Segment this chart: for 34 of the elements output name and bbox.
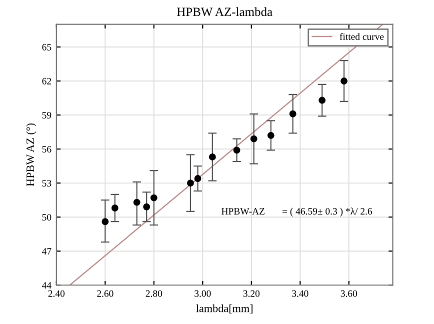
point	[133, 198, 140, 206]
y-tick-label: 47	[42, 248, 52, 254]
point	[143, 203, 150, 210]
y-tick-label: 62	[42, 78, 52, 84]
point	[194, 175, 202, 182]
chart-title: HPBW AZ-lambda	[176, 7, 272, 16]
point	[150, 194, 158, 202]
annotation: HPBW-AZ = ( 46.59± 0.3 ) *λ/ 2.6	[222, 208, 372, 217]
y-axis-title: HPBW AZ (°)	[26, 123, 36, 186]
x-tick-label: 2.60	[97, 290, 114, 297]
point	[250, 135, 258, 142]
point	[102, 218, 109, 226]
point	[318, 96, 326, 104]
y-tick-label: 44	[42, 282, 52, 288]
point	[187, 180, 194, 187]
x-tick-label: 3.60	[340, 290, 358, 297]
y-tick-label: 50	[42, 214, 52, 221]
x-tick-label: 3.20	[243, 290, 260, 297]
point	[267, 132, 274, 139]
y-tick-label: 59	[42, 112, 52, 118]
x-tick-label: 2.80	[146, 290, 162, 297]
x-tick-label: 3.40	[292, 290, 308, 297]
point	[233, 146, 240, 154]
point	[208, 154, 216, 160]
x-tick-label: 2.40	[48, 290, 65, 297]
point	[340, 78, 348, 84]
point	[111, 204, 118, 212]
x-tick-label: 3.00	[194, 290, 211, 297]
legend-label: fitted curve	[340, 33, 384, 40]
point	[289, 110, 296, 118]
y-tick-label: 53	[42, 180, 52, 187]
y-tick-label: 65	[42, 44, 52, 50]
x-axis-title: lambda[mm]	[196, 304, 252, 314]
y-tick-label: 56	[42, 146, 52, 153]
